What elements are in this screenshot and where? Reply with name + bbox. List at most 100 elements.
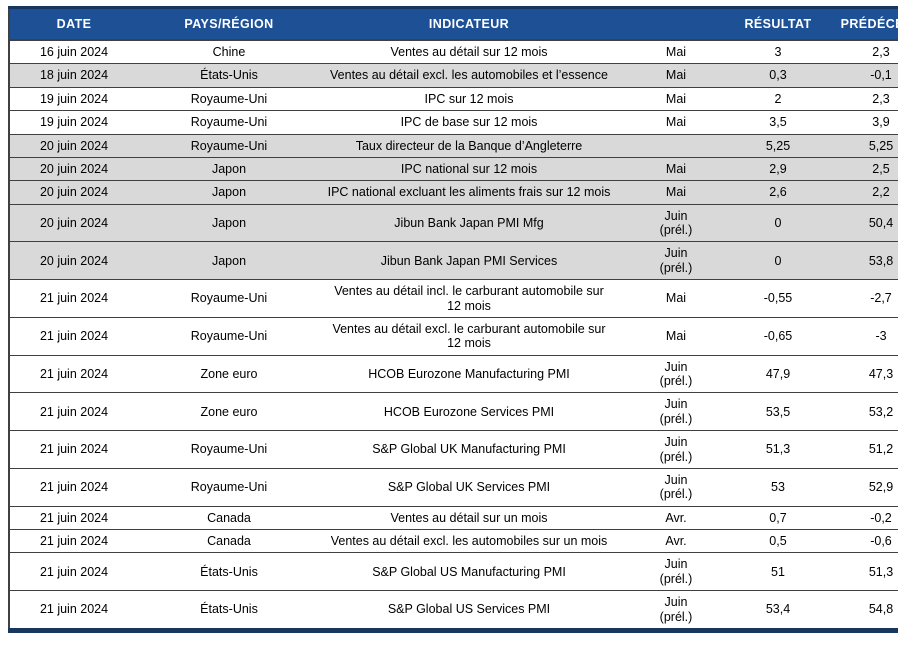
column-header-result: RÉSULTAT xyxy=(734,7,822,41)
column-header-period xyxy=(618,7,734,41)
table-row: 21 juin 2024 États-Unis S&P Global US Manu… xyxy=(9,552,898,591)
cell-region: Royaume-Uni xyxy=(138,279,320,318)
cell-period xyxy=(618,133,734,158)
cell-region: Royaume-Uni xyxy=(138,316,320,356)
cell-period: Mai xyxy=(618,86,734,111)
table-row: 18 juin 2024 États-Unis Ventes au détail e… xyxy=(9,63,898,88)
cell-date: 19 juin 2024 xyxy=(9,110,138,134)
cell-date: 19 juin 2024 xyxy=(9,86,138,111)
cell-period: Mai xyxy=(618,63,734,88)
cell-result: 2,6 xyxy=(734,180,822,205)
table-row: 20 juin 2024 Royaume-Uni Taux directeur de… xyxy=(9,133,898,158)
cell-date: 16 juin 2024 xyxy=(39,45,109,59)
cell-result: 0 xyxy=(734,203,822,242)
cell-indicator: Taux directeur de la Banque d’Angleterre xyxy=(320,133,618,158)
cell-period: Juin (prél.) xyxy=(618,590,734,631)
cell-region: Canada xyxy=(138,505,320,530)
cell-previous: 52,9 xyxy=(822,467,898,507)
cell-region: États-Unis xyxy=(138,63,320,88)
cell-date: 20 juin 2024 xyxy=(9,203,138,242)
cell-result: 53,4 xyxy=(734,590,822,631)
cell-result: 0 xyxy=(734,241,822,280)
cell-result: 3 xyxy=(774,45,782,59)
table-row: 21 juin 2024 Canada Ventes au détail sur u… xyxy=(9,505,898,530)
cell-period: Mai xyxy=(618,316,734,356)
cell-period: Juin (prél.) xyxy=(618,467,734,507)
cell-region: Royaume-Uni xyxy=(138,467,320,507)
cell-previous: 51,2 xyxy=(822,430,898,469)
cell-previous: 50,4 xyxy=(822,203,898,242)
cell-previous: -3 xyxy=(822,316,898,356)
table-row: 20 juin 2024 Japon Jibun Bank Japan PMI Se… xyxy=(9,241,898,280)
cell-indicator: Ventes au détail sur un mois xyxy=(320,505,618,530)
cell-previous: 2,3 xyxy=(872,45,890,59)
table-row: 21 juin 2024 Royaume-Uni Ventes au détail … xyxy=(9,316,898,356)
table-row: 20 juin 2024 Japon Jibun Bank Japan PMI Mf… xyxy=(9,203,898,242)
cell-region: Royaume-Uni xyxy=(138,430,320,469)
cell-period: Juin (prél.) xyxy=(618,241,734,280)
cell-date: 21 juin 2024 xyxy=(9,590,138,631)
cell-period: Avr. xyxy=(618,528,734,553)
cell-previous: 5,25 xyxy=(822,133,898,158)
table-row: 21 juin 2024 États-Unis S&P Global US Serv… xyxy=(9,590,898,631)
column-header-indicator: INDICATEUR xyxy=(320,7,618,41)
cell-previous: -0,6 xyxy=(822,528,898,553)
cell-period: Avr. xyxy=(618,505,734,530)
cell-previous: 53,8 xyxy=(822,241,898,280)
cell-period: Juin (prél.) xyxy=(618,392,734,431)
table-row: 21 juin 2024 Canada Ventes au détail excl.… xyxy=(9,528,898,553)
cell-indicator: Ventes au détail excl. le carburant auto… xyxy=(320,316,618,356)
column-header-date: DATE xyxy=(9,7,138,41)
cell-indicator: Ventes au détail excl. les automobiles s… xyxy=(320,528,618,553)
cell-indicator: IPC national excluant les aliments frais… xyxy=(320,180,618,205)
cell-region: Japon xyxy=(138,156,320,181)
cell-period: Juin (prél.) xyxy=(618,203,734,242)
table-row: 20 juin 2024 Japon IPC national excluant l… xyxy=(9,180,898,205)
cell-period: Juin (prél.) xyxy=(618,354,734,393)
cell-date: 20 juin 2024 xyxy=(9,133,138,158)
cell-date: 21 juin 2024 xyxy=(9,505,138,530)
cell-region: Canada xyxy=(138,528,320,553)
table-row: 21 juin 2024 Royaume-Uni S&P Global UK Man… xyxy=(9,430,898,469)
cell-period: Juin (prél.) xyxy=(618,552,734,591)
cell-region: États-Unis xyxy=(138,552,320,591)
cell-previous: -0,2 xyxy=(822,505,898,530)
cell-previous: 2,3 xyxy=(822,86,898,111)
cell-region: Japon xyxy=(138,203,320,242)
table-row: 21 juin 2024 Royaume-Uni S&P Global UK Ser… xyxy=(9,467,898,507)
cell-previous: 2,5 xyxy=(822,156,898,181)
cell-result: 51,3 xyxy=(734,430,822,469)
cell-previous: 51,3 xyxy=(822,552,898,591)
cell-indicator: HCOB Eurozone Manufacturing PMI xyxy=(320,354,618,393)
cell-region: Royaume-Uni xyxy=(138,110,320,134)
cell-period: Mai xyxy=(618,156,734,181)
cell-indicator: IPC de base sur 12 mois xyxy=(320,110,618,134)
header-row: DATE PAYS/RÉGION INDICATEUR RÉSULTAT PRÉ… xyxy=(9,7,898,41)
cell-period: Mai xyxy=(618,279,734,318)
cell-indicator: Ventes au détail sur 12 mois xyxy=(390,45,548,59)
table-row: 21 juin 2024 Zone euro HCOB Eurozone Servi… xyxy=(9,392,898,431)
economic-calendar-table: DATE PAYS/RÉGION INDICATEUR RÉSULTAT PRÉ… xyxy=(8,6,898,633)
cell-previous: 2,2 xyxy=(822,180,898,205)
table-header: DATE PAYS/RÉGION INDICATEUR RÉSULTAT PRÉ… xyxy=(9,7,898,41)
cell-result: 5,25 xyxy=(734,133,822,158)
cell-date: 21 juin 2024 xyxy=(9,392,138,431)
cell-indicator: IPC sur 12 mois xyxy=(320,86,618,111)
column-header-region: PAYS/RÉGION xyxy=(138,7,320,41)
cell-previous: 54,8 xyxy=(822,590,898,631)
cell-period: Mai xyxy=(665,45,687,59)
cell-indicator: Ventes au détail incl. le carburant auto… xyxy=(320,279,618,318)
cell-previous: -0,1 xyxy=(822,63,898,88)
cell-result: 2 xyxy=(734,86,822,111)
table-row: 19 juin 2024 Royaume-Uni IPC sur 12 mois Ma… xyxy=(9,86,898,111)
cell-result: 47,9 xyxy=(734,354,822,393)
cell-period: Mai xyxy=(618,110,734,134)
cell-date: 20 juin 2024 xyxy=(9,156,138,181)
cell-date: 21 juin 2024 xyxy=(9,467,138,507)
cell-previous: 47,3 xyxy=(822,354,898,393)
cell-date: 20 juin 2024 xyxy=(9,180,138,205)
cell-indicator: Ventes au détail excl. les automobiles e… xyxy=(320,63,618,88)
table-row: 21 juin 2024 Royaume-Uni Ventes au détail … xyxy=(9,279,898,318)
cell-previous: 3,9 xyxy=(822,110,898,134)
cell-region: Zone euro xyxy=(138,354,320,393)
